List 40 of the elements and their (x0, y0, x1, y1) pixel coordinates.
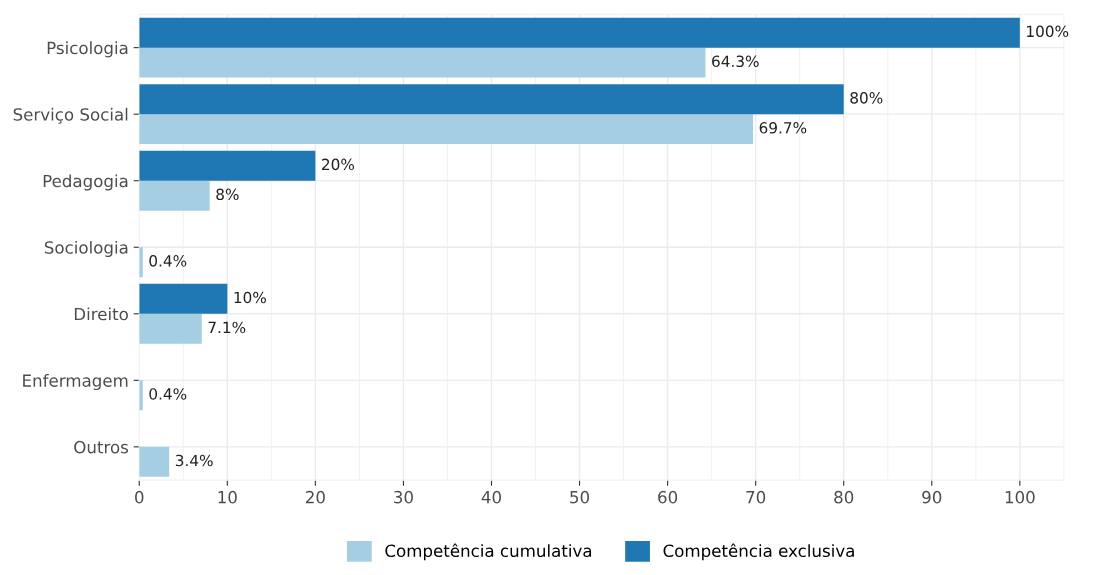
y-tick-label: Psicologia (47, 41, 128, 58)
data-label: 100% (1027, 25, 1069, 38)
y-tick-label: Direito (74, 307, 128, 321)
bar (139, 114, 754, 145)
data-label: 7.1% (208, 321, 246, 334)
x-tick-label: 30 (394, 490, 413, 504)
bar (139, 180, 210, 211)
bar (139, 47, 706, 78)
x-tick-label: 100 (1005, 490, 1035, 504)
data-label: 10% (234, 291, 266, 304)
bar (139, 17, 1020, 48)
bar (139, 150, 316, 181)
data-label: 8% (216, 188, 239, 201)
x-tick-label: 10 (218, 490, 237, 504)
bar (139, 84, 844, 115)
data-label: 80% (850, 92, 883, 104)
x-tick-label: 60 (658, 490, 678, 504)
x-tick-label: 0 (135, 490, 144, 504)
data-label: 20% (322, 158, 355, 171)
y-tick-label: Serviço Social (13, 107, 128, 124)
x-tick-label: 70 (746, 490, 766, 504)
bar (139, 283, 228, 314)
x-tick-label: 90 (922, 490, 942, 504)
bar (139, 313, 202, 344)
data-label: 69.7% (759, 122, 807, 134)
data-label: 0.4% (149, 388, 187, 400)
y-tick-label: Enfermagem (23, 373, 128, 391)
y-tick-label: Pedagogia (43, 174, 128, 191)
y-tick-label: Outros (74, 440, 129, 454)
data-label: 64.3% (712, 55, 759, 68)
x-tick-label: 40 (481, 490, 501, 504)
x-tick-label: 80 (834, 490, 854, 504)
x-tick-label: 50 (570, 490, 590, 504)
bar (139, 446, 170, 477)
legend-label: Competência exclusiva (663, 543, 854, 561)
x-tick-label: 20 (305, 490, 325, 504)
legend-label: Competência cumulativa (385, 543, 592, 561)
y-tick-label: Sociologia (44, 240, 128, 258)
data-label: 0.4% (149, 255, 187, 267)
data-label: 3.4% (175, 454, 213, 467)
